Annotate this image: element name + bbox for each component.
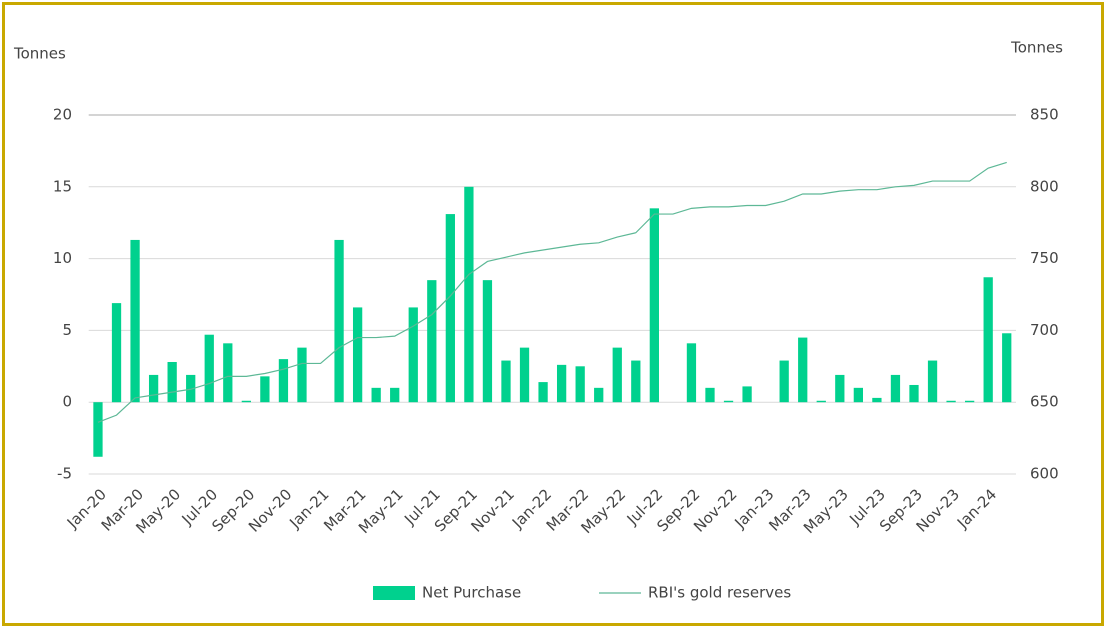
bar — [297, 347, 307, 403]
bar — [612, 347, 622, 403]
bar — [556, 364, 567, 403]
y-tick-label: -5 — [57, 465, 72, 483]
bar — [779, 360, 789, 403]
bar — [1002, 333, 1012, 403]
bar — [352, 307, 363, 403]
bar — [964, 400, 975, 403]
bar — [260, 376, 270, 403]
bar — [241, 400, 251, 403]
y-tick-label: 15 — [53, 177, 72, 195]
legend-swatch — [373, 586, 415, 600]
y-tick-label: 5 — [62, 321, 72, 339]
bar — [334, 239, 344, 403]
legend-label: Net Purchase — [422, 584, 521, 602]
line — [97, 161, 1007, 423]
bar — [408, 307, 418, 403]
bar — [983, 277, 993, 403]
bar — [594, 387, 604, 403]
bar — [872, 397, 882, 403]
bar — [390, 387, 400, 403]
bar — [853, 387, 863, 403]
y2-tick-label: 850 — [1030, 106, 1059, 124]
bar — [148, 374, 159, 403]
bar — [686, 343, 697, 403]
bar — [946, 400, 956, 403]
bar — [482, 280, 493, 403]
bar — [909, 384, 919, 403]
bar — [927, 360, 938, 403]
bar — [538, 382, 548, 403]
bar — [742, 386, 752, 403]
bar — [501, 360, 511, 403]
bar — [649, 208, 659, 403]
y2-tick-label: 700 — [1030, 321, 1059, 339]
y2-tick-label: 650 — [1030, 393, 1059, 411]
bar — [278, 359, 289, 403]
bar — [835, 374, 845, 403]
bar — [445, 214, 455, 403]
bar — [464, 186, 474, 403]
y-axis-label: Tonnes — [13, 45, 66, 63]
y-tick-label: 20 — [53, 106, 72, 124]
bar — [427, 280, 437, 403]
bar — [186, 374, 196, 403]
bar — [723, 400, 734, 403]
bar — [705, 387, 715, 403]
bar — [111, 303, 122, 403]
bar — [519, 347, 530, 403]
bar — [371, 387, 381, 403]
x-tick-label: Jan-24 — [953, 485, 1000, 532]
y2-tick-label: 750 — [1030, 249, 1059, 267]
bar — [816, 400, 826, 403]
y-tick-label: 10 — [53, 249, 72, 267]
bar — [223, 343, 233, 403]
y2-tick-label: 600 — [1030, 465, 1059, 483]
y-tick-label: 0 — [62, 393, 72, 411]
y2-axis-label: Tonnes — [1010, 39, 1063, 57]
bar — [575, 366, 585, 403]
bar — [130, 239, 140, 403]
legend-label: RBI's gold reserves — [648, 584, 791, 602]
bar — [631, 360, 641, 403]
bar — [204, 334, 214, 403]
bar — [890, 374, 901, 403]
bar — [798, 337, 808, 403]
bar — [93, 402, 103, 457]
bar — [167, 361, 177, 403]
y2-tick-label: 800 — [1030, 177, 1059, 195]
